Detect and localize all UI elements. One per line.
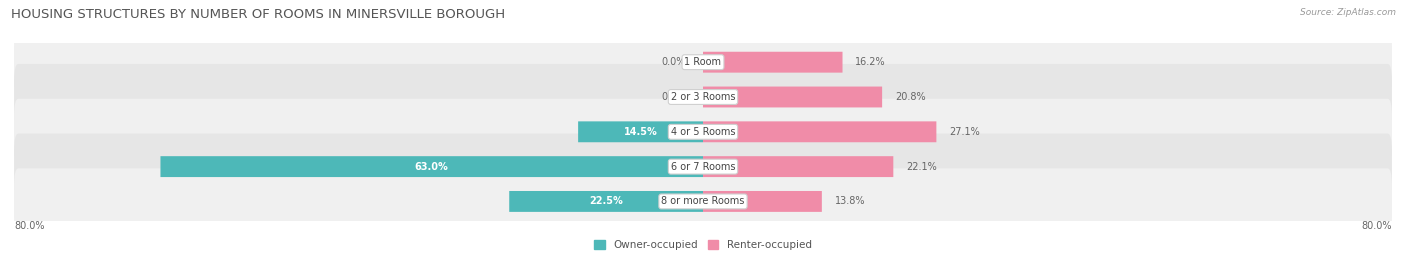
FancyBboxPatch shape xyxy=(703,191,823,212)
Text: 22.1%: 22.1% xyxy=(907,162,936,172)
FancyBboxPatch shape xyxy=(160,156,703,177)
Text: Source: ZipAtlas.com: Source: ZipAtlas.com xyxy=(1301,8,1396,17)
FancyBboxPatch shape xyxy=(578,121,703,142)
Text: 1 Room: 1 Room xyxy=(685,57,721,67)
FancyBboxPatch shape xyxy=(14,133,1392,200)
Text: 2 or 3 Rooms: 2 or 3 Rooms xyxy=(671,92,735,102)
FancyBboxPatch shape xyxy=(14,29,1392,95)
Text: 22.5%: 22.5% xyxy=(589,196,623,206)
Text: 80.0%: 80.0% xyxy=(14,221,45,231)
Text: 8 or more Rooms: 8 or more Rooms xyxy=(661,196,745,206)
Text: 63.0%: 63.0% xyxy=(415,162,449,172)
Text: 4 or 5 Rooms: 4 or 5 Rooms xyxy=(671,127,735,137)
FancyBboxPatch shape xyxy=(703,121,936,142)
Text: 13.8%: 13.8% xyxy=(835,196,865,206)
FancyBboxPatch shape xyxy=(703,87,882,107)
Text: 27.1%: 27.1% xyxy=(949,127,980,137)
FancyBboxPatch shape xyxy=(703,156,893,177)
Legend: Owner-occupied, Renter-occupied: Owner-occupied, Renter-occupied xyxy=(591,236,815,254)
FancyBboxPatch shape xyxy=(14,64,1392,130)
FancyBboxPatch shape xyxy=(14,99,1392,165)
Text: HOUSING STRUCTURES BY NUMBER OF ROOMS IN MINERSVILLE BOROUGH: HOUSING STRUCTURES BY NUMBER OF ROOMS IN… xyxy=(11,8,505,21)
Text: 16.2%: 16.2% xyxy=(855,57,886,67)
FancyBboxPatch shape xyxy=(509,191,703,212)
Text: 14.5%: 14.5% xyxy=(624,127,658,137)
Text: 20.8%: 20.8% xyxy=(896,92,925,102)
Text: 0.0%: 0.0% xyxy=(661,92,686,102)
FancyBboxPatch shape xyxy=(14,168,1392,235)
Text: 80.0%: 80.0% xyxy=(1361,221,1392,231)
FancyBboxPatch shape xyxy=(703,52,842,73)
Text: 6 or 7 Rooms: 6 or 7 Rooms xyxy=(671,162,735,172)
Text: 0.0%: 0.0% xyxy=(661,57,686,67)
